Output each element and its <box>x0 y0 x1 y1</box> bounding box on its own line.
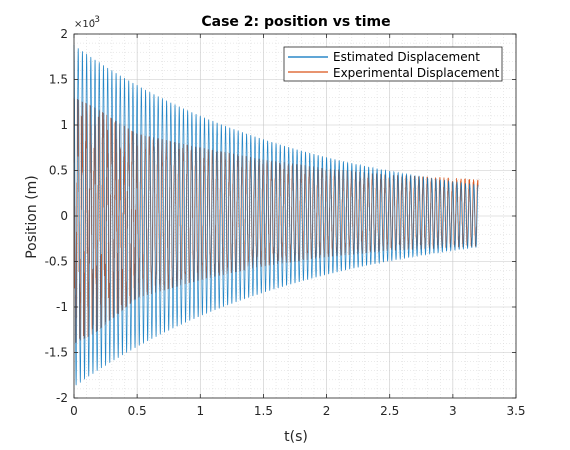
y-tick-label: -2 <box>56 391 68 405</box>
axes-layer: 0 0.5 1 1.5 2 2.5 3 3.5 -2 -1.5 -1 -0.5 0 0.5 1 1.5 2 <box>45 27 526 418</box>
x-tick-label: 3 <box>449 404 457 418</box>
legend-label-experimental: Experimental Displacement <box>333 66 500 80</box>
series-line-estimated <box>73 44 479 386</box>
x-tick-label: 2 <box>323 404 331 418</box>
y-axis-exponent-power: -3 <box>91 15 100 25</box>
x-tick-label: 0.5 <box>128 404 147 418</box>
x-tick-label: 2.5 <box>380 404 399 418</box>
x-tick-label: 0 <box>70 404 78 418</box>
x-tick-label: 3.5 <box>506 404 525 418</box>
x-axis-label: t(s) <box>284 429 308 445</box>
legend-label-estimated: Estimated Displacement <box>333 50 480 64</box>
y-axis-exponent: ×10 -3 <box>74 15 100 30</box>
y-tick-label: -0.5 <box>45 255 68 269</box>
legend: Estimated Displacement Experimental Disp… <box>283 46 503 82</box>
y-tick-label: 1 <box>60 118 68 132</box>
y-tick-label: 1.5 <box>49 73 68 87</box>
x-tick-label: 1.5 <box>254 404 273 418</box>
y-tick-label: -1.5 <box>45 346 68 360</box>
legend-box <box>283 46 503 82</box>
y-axis-label: Position (m) <box>24 175 40 259</box>
y-tick-label: 0 <box>60 209 68 223</box>
y-tick-label: 2 <box>60 27 68 41</box>
series-layer <box>73 44 479 386</box>
x-tick-label: 1 <box>196 404 204 418</box>
y-tick-label: -1 <box>56 300 68 314</box>
y-axis-exponent-base: ×10 <box>74 19 95 30</box>
y-tick-label: 0.5 <box>49 164 68 178</box>
chart-title: Case 2: position vs time <box>201 14 390 30</box>
series-line-experimental <box>73 97 479 344</box>
